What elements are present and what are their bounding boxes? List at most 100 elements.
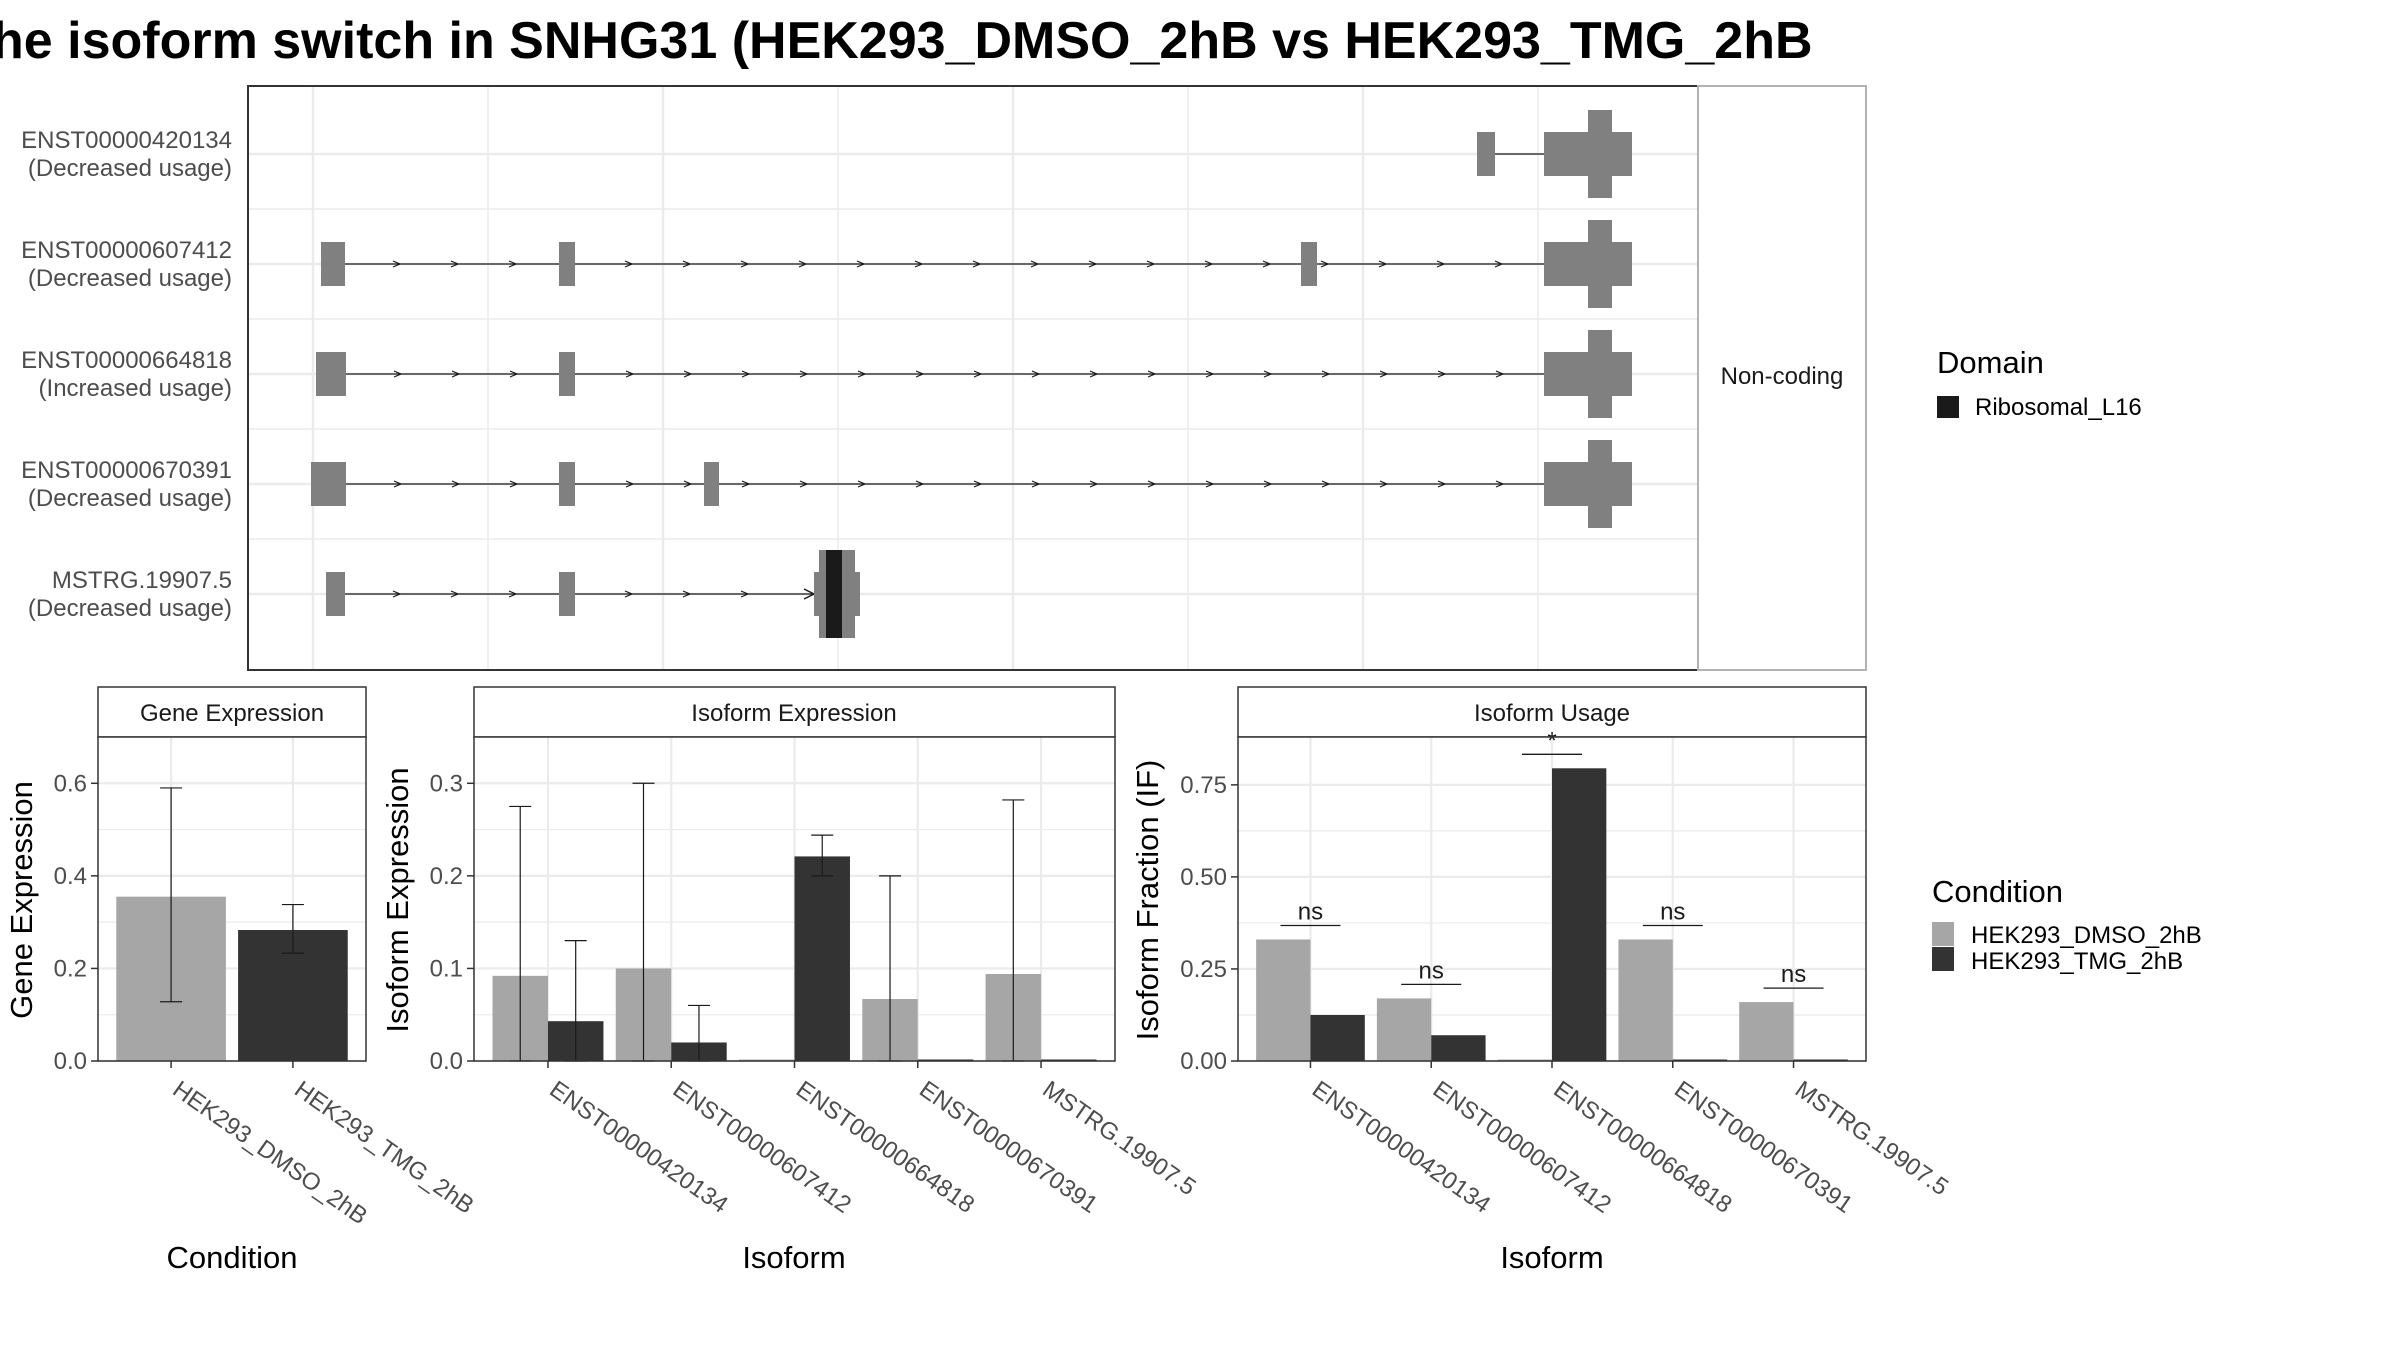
isoform-usage-significance-label: ns (1660, 899, 1685, 926)
isoform-usage-panel: Isoform Usage Isoform Isoform Fraction (… (1130, 686, 1953, 1275)
structure-panel-background (248, 86, 1698, 670)
intron-direction-arrow (857, 370, 867, 378)
domain-legend-title: Domain (1937, 345, 2044, 380)
intron-direction-arrow (509, 480, 519, 488)
domain-ribosomal-l16 (826, 550, 842, 638)
intron-direction-arrow (1437, 480, 1447, 488)
gene-expression-y-tick-label: 0.4 (54, 863, 87, 890)
exon (326, 572, 345, 616)
intron-direction-arrow (1495, 370, 1505, 378)
isoform-usage-bar (1552, 768, 1607, 1061)
intron-direction-arrow (508, 590, 518, 598)
isoform-expression-strip (473, 686, 1116, 738)
transcript-id-label: ENST00000670391 (21, 457, 232, 484)
transcript-row: MSTRG.19907.5(Decreased usage) (28, 550, 860, 638)
transcript-id-label: ENST00000664818 (21, 347, 232, 374)
intron-direction-arrow (624, 590, 634, 598)
isoform-usage-y-tick-label: 0.00 (1180, 1048, 1227, 1075)
intron-direction-arrow (393, 480, 403, 488)
intron-direction-arrow (1031, 480, 1041, 488)
structure-rows: ENST00000420134(Decreased usage)ENST0000… (21, 110, 1632, 638)
isoform-usage-y-tick-label: 0.75 (1180, 772, 1227, 799)
isoform-usage-significance-label: ns (1298, 899, 1323, 926)
gene-expression-strip-title: Gene Expression (140, 700, 324, 727)
transcript-usage-label: (Decreased usage) (28, 265, 232, 292)
intron-direction-arrow (856, 260, 866, 268)
domain-legend: Domain Ribosomal_L16 (1937, 345, 2142, 421)
intron-direction-arrow (625, 370, 635, 378)
intron-direction-arrow (914, 260, 924, 268)
intron-direction-arrow (1321, 370, 1331, 378)
intron-direction-arrow (1089, 370, 1099, 378)
intron-direction-arrow (799, 480, 809, 488)
intron-direction-arrow (1263, 480, 1273, 488)
transcript-row: ENST00000670391(Decreased usage) (21, 440, 1632, 528)
exon (559, 242, 575, 286)
intron-direction-arrow (1089, 480, 1099, 488)
gene-expression-y-tick-label: 0.6 (54, 770, 87, 797)
exon (704, 462, 719, 506)
transcript-usage-label: (Decreased usage) (28, 485, 232, 512)
isoform-usage-y-tick-label: 0.50 (1180, 864, 1227, 891)
intron-direction-arrow (392, 260, 402, 268)
intron-direction-arrow (624, 260, 634, 268)
facet-strip-right (1697, 85, 1867, 671)
intron-direction-arrow (683, 370, 693, 378)
exon-cds (1588, 110, 1612, 198)
isoform-usage-bar (1618, 939, 1673, 1061)
isoform-expression-plot: 0.00.10.20.3ENST00000420134ENST000006074… (430, 736, 1201, 1219)
exon (559, 352, 575, 396)
isoform-expression-panel: Isoform Expression Isoform Isoform Expre… (380, 686, 1201, 1275)
isoform-expression-bar (794, 856, 850, 1061)
intron-direction-arrow (973, 370, 983, 378)
isoform-usage-bar (1310, 1014, 1365, 1061)
exon (559, 462, 575, 506)
intron-direction-arrow (451, 370, 461, 378)
intron-direction-arrow (799, 370, 809, 378)
exon (321, 242, 345, 286)
gene-expression-y-tick-label: 0.0 (54, 1048, 87, 1075)
figure-title: he isoform switch in SNHG31 (HEK293_DMSO… (0, 12, 1813, 70)
intron-direction-arrow (1320, 260, 1330, 268)
intron-direction-arrow (741, 370, 751, 378)
isoform-expression-y-tick-label: 0.2 (430, 863, 463, 890)
intron-direction-arrow (1378, 260, 1388, 268)
condition-legend-label-tmg: HEK293_TMG_2hB (1971, 948, 2183, 975)
intron-direction-arrow (1204, 260, 1214, 268)
exon-cds (1588, 440, 1612, 528)
intron-direction-arrow (1147, 370, 1157, 378)
intron-direction-arrow (1321, 480, 1331, 488)
isoform-usage-y-label: Isoform Fraction (IF) (1130, 760, 1165, 1041)
isoform-usage-bar (1739, 1002, 1794, 1061)
intron-direction-arrow (450, 260, 460, 268)
intron-direction-arrow (393, 370, 403, 378)
condition-legend-key-dmso (1932, 922, 1954, 946)
intron-direction-arrow (682, 590, 692, 598)
intron-direction-arrow (1146, 260, 1156, 268)
gene-structure-panel: ENST00000420134(Decreased usage)ENST0000… (21, 85, 1867, 671)
intron-direction-arrow (1495, 480, 1505, 488)
transcript-row: ENST00000420134(Decreased usage) (21, 110, 1632, 198)
isoform-usage-bar (1376, 998, 1432, 1061)
isoform-expression-y-label: Isoform Expression (380, 767, 415, 1032)
transcript-row: ENST00000664818(Increased usage) (21, 330, 1632, 418)
condition-legend-key-tmg (1932, 947, 1954, 971)
isoform-usage-y-tick-label: 0.25 (1180, 956, 1227, 983)
exon (311, 462, 346, 506)
condition-legend-label-dmso: HEK293_DMSO_2hB (1971, 922, 2202, 949)
isoform-usage-plot: nsns*nsns0.000.250.500.75ENST00000420134… (1180, 727, 1953, 1219)
gene-expression-y-tick-label: 0.2 (54, 955, 87, 982)
exon (316, 352, 346, 396)
intron-direction-arrow (915, 480, 925, 488)
exon-cds (1588, 220, 1612, 308)
intron-direction-arrow (1437, 370, 1447, 378)
intron-direction-arrow (451, 480, 461, 488)
isoform-expression-y-tick-label: 0.1 (430, 955, 463, 982)
condition-legend-title: Condition (1932, 874, 2063, 909)
intron-direction-arrow (972, 260, 982, 268)
intron-direction-arrow (1494, 260, 1504, 268)
intron-direction-arrow (1262, 260, 1272, 268)
isoform-usage-x-label: Isoform (1500, 1240, 1603, 1275)
domain-legend-label-ribosomal: Ribosomal_L16 (1975, 394, 2142, 421)
transcript-id-label: ENST00000420134 (21, 127, 232, 154)
